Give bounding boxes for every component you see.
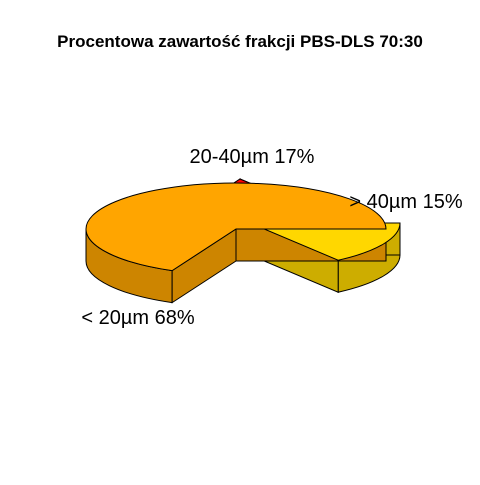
pie-labels: < 20µm 68% 20-40µm 17% > 40µm 15% (81, 146, 462, 329)
slice-label-2: > 40µm 15% (349, 191, 462, 213)
pie-slice-2 (249, 222, 401, 261)
slice-label-0: < 20µm 68% (81, 307, 194, 329)
chart-title: Procentowa zawartość frakcji PBS-DLS 70:… (57, 32, 423, 51)
pie-slice-0 (85, 182, 387, 272)
slice-label-1: 20-40µm 17% (190, 146, 315, 168)
pie-tops (85, 178, 401, 272)
